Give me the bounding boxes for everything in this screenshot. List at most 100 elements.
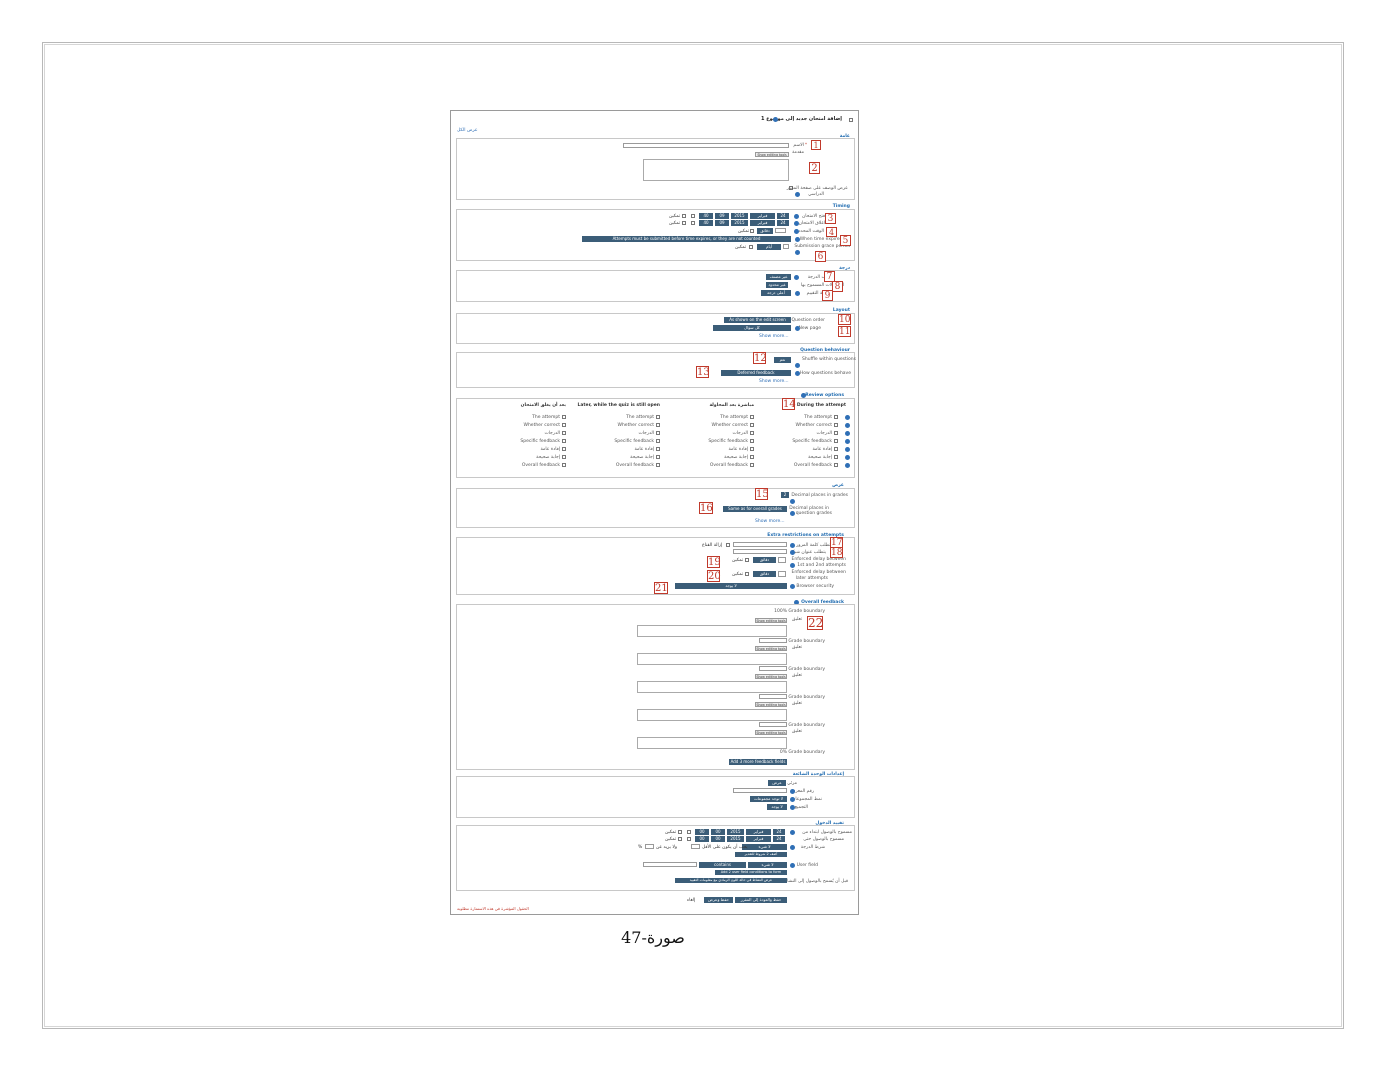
decimal-places-select[interactable]: 2 (781, 492, 789, 498)
review-option-help-icon[interactable] (845, 463, 850, 468)
expand-all-link[interactable]: عرض الكل (457, 128, 478, 133)
group-mode-help-icon[interactable] (790, 797, 795, 802)
access-from-day-select[interactable]: 24 (773, 829, 785, 835)
access-until-enable-checkbox[interactable] (678, 837, 682, 841)
close-hour-select[interactable]: 09 (715, 220, 729, 226)
grading-method-help-icon[interactable] (795, 291, 800, 296)
close-calendar-icon[interactable] (691, 221, 695, 225)
grade-condition-select[interactable]: لا شيء (742, 844, 787, 850)
section-grade-header[interactable]: درجة (839, 266, 850, 271)
when-expires-help-icon[interactable] (795, 237, 800, 242)
access-until-year-select[interactable]: 2015 (727, 836, 744, 842)
review-option-help-icon[interactable] (845, 415, 850, 420)
display-description-checkbox[interactable] (789, 186, 793, 190)
review-option-checkbox[interactable] (562, 455, 566, 459)
browser-security-help-icon[interactable] (790, 584, 795, 589)
open-calendar-icon[interactable] (691, 214, 695, 218)
browser-security-select[interactable]: لا يوجد (675, 583, 787, 589)
grouping-help-icon[interactable] (790, 805, 795, 810)
section-feedback-header[interactable]: Overall feedback (801, 600, 844, 605)
grade-boundary-input[interactable] (759, 722, 787, 727)
grade-min-input[interactable] (691, 844, 700, 849)
user-field-help-icon[interactable] (790, 863, 795, 868)
grade-boundary-input[interactable] (759, 638, 787, 643)
review-option-checkbox[interactable] (834, 447, 838, 451)
review-option-checkbox[interactable] (562, 447, 566, 451)
review-option-checkbox[interactable] (834, 463, 838, 467)
user-field-select[interactable]: لا شيء (748, 862, 787, 868)
attempts-allowed-select[interactable]: غير محدود (766, 282, 788, 288)
close-day-select[interactable]: 24 (777, 220, 789, 226)
review-option-checkbox[interactable] (750, 463, 754, 467)
add-grade-conditions-button[interactable]: أضف 2 شروط للتقدير (735, 852, 787, 857)
description-show-editing-tools-button[interactable]: Show editing tools (755, 152, 789, 157)
review-option-checkbox[interactable] (656, 463, 660, 467)
description-textarea[interactable] (643, 159, 789, 181)
section-timing-header[interactable]: Timing (832, 204, 850, 209)
review-option-help-icon[interactable] (845, 431, 850, 436)
review-option-checkbox[interactable] (834, 423, 838, 427)
review-option-checkbox[interactable] (562, 439, 566, 443)
time-limit-enable-checkbox[interactable] (750, 229, 754, 233)
review-option-help-icon[interactable] (845, 439, 850, 444)
cancel-button[interactable]: إلغاء (687, 898, 696, 903)
delay1-input[interactable] (778, 557, 786, 563)
password-help-icon[interactable] (790, 543, 795, 548)
feedback-show-editing-tools-button[interactable]: Show editing tools (755, 646, 787, 651)
review-option-checkbox[interactable] (750, 423, 754, 427)
review-option-checkbox[interactable] (656, 447, 660, 451)
grace-unit-select[interactable]: أيام (757, 244, 781, 250)
access-until-month-select[interactable]: فبراير (746, 836, 771, 842)
grace-help-icon[interactable] (795, 250, 800, 255)
time-limit-input[interactable] (775, 228, 786, 233)
before-access-select[interactable]: عرض النشاط في حالة اللون الرمادي مع معلو… (675, 878, 787, 883)
feedback-show-editing-tools-button[interactable]: Show editing tools (755, 618, 787, 623)
close-help-icon[interactable] (794, 221, 799, 226)
review-option-checkbox[interactable] (656, 455, 660, 459)
feedback-textarea[interactable] (637, 737, 787, 749)
grade-category-help-icon[interactable] (794, 275, 799, 280)
close-enable-checkbox[interactable] (682, 221, 686, 225)
review-option-checkbox[interactable] (750, 455, 754, 459)
close-year-select[interactable]: 2015 (731, 220, 748, 226)
grade-boundary-input[interactable] (759, 694, 787, 699)
review-option-help-icon[interactable] (845, 455, 850, 460)
grade-category-select[interactable]: غير مصنف (766, 274, 791, 280)
review-option-checkbox[interactable] (834, 455, 838, 459)
section-common-header[interactable]: إعدادات الوحدة الشائعة (792, 772, 844, 777)
save-return-button[interactable]: حفظ والعودة إلى المقرر (735, 897, 787, 903)
access-until-hour-select[interactable]: 00 (711, 836, 725, 842)
shuffle-select[interactable]: نعم (774, 357, 791, 363)
review-option-checkbox[interactable] (750, 439, 754, 443)
grace-input[interactable] (783, 244, 789, 249)
grading-method-select[interactable]: أعلى درجة (761, 290, 791, 296)
section-behaviour-header[interactable]: Question behaviour (800, 348, 850, 353)
section-appearance-header[interactable]: عرض (832, 483, 844, 488)
open-day-select[interactable]: 24 (777, 213, 789, 219)
open-year-select[interactable]: 2015 (731, 213, 748, 219)
grouping-select[interactable]: لا يوجد (767, 804, 787, 810)
review-option-checkbox[interactable] (656, 415, 660, 419)
unmask-checkbox[interactable] (726, 543, 730, 547)
delay1-unit-select[interactable]: دقائق (753, 557, 776, 563)
section-review-header[interactable]: Review options (805, 393, 844, 398)
access-from-month-select[interactable]: فبراير (746, 829, 771, 835)
title-help-icon[interactable] (773, 117, 778, 122)
section-general-header[interactable]: عامة (839, 134, 850, 139)
review-option-checkbox[interactable] (750, 431, 754, 435)
when-expires-select[interactable]: Attempts must be submitted before time e… (582, 236, 791, 242)
grace-enable-checkbox[interactable] (749, 245, 753, 249)
review-option-checkbox[interactable] (562, 463, 566, 467)
id-number-help-icon[interactable] (790, 789, 795, 794)
review-options-help-icon[interactable] (801, 393, 806, 398)
review-option-checkbox[interactable] (656, 423, 660, 427)
how-behave-help-icon[interactable] (795, 371, 800, 376)
delay2-input[interactable] (778, 571, 786, 577)
section-extra-header[interactable]: Extra restrictions on attempts (767, 533, 844, 538)
feedback-textarea[interactable] (637, 709, 787, 721)
access-from-enable-checkbox[interactable] (678, 830, 682, 834)
new-page-select[interactable]: كل سؤال (713, 325, 791, 331)
review-option-checkbox[interactable] (750, 415, 754, 419)
add-user-field-conditions-button[interactable]: Add 2 user field conditions to form (715, 870, 787, 875)
user-field-value-input[interactable] (643, 862, 697, 867)
